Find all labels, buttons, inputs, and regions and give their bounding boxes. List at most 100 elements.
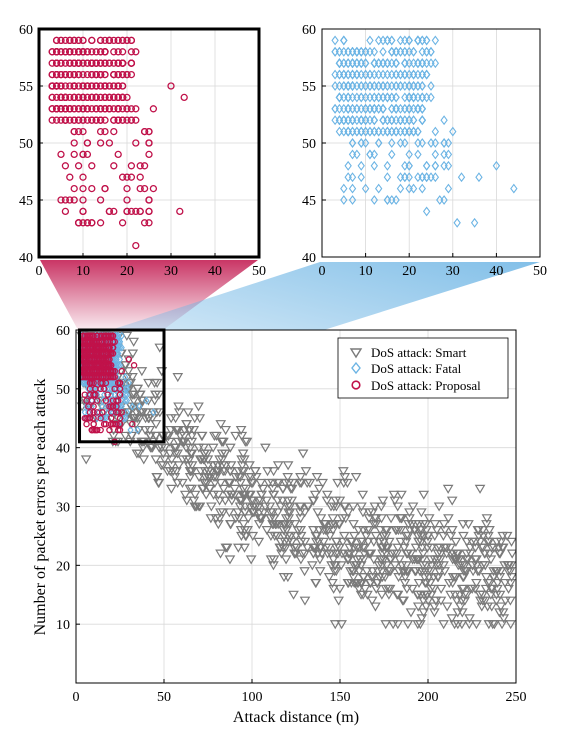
inset-proposal-point [70, 196, 78, 204]
smart-point [155, 461, 167, 471]
smart-point [463, 520, 474, 530]
inset-fatal-point [383, 172, 392, 183]
smart-point [378, 531, 389, 541]
smart-point [236, 431, 248, 441]
smart-point [186, 431, 198, 441]
inset-proposal-point [57, 82, 65, 90]
inset-proposal-point [74, 219, 83, 227]
smart-point [224, 508, 235, 518]
smart-point [219, 449, 231, 459]
smart-point [300, 467, 312, 477]
inset-fatal-ytick-label: 60 [302, 23, 316, 38]
smart-point [150, 431, 162, 441]
inset-proposal-xtick-label: 0 [36, 264, 43, 279]
smart-point [374, 525, 386, 536]
smart-point [189, 490, 201, 500]
smart-point [492, 578, 503, 589]
smart-point [198, 443, 209, 453]
smart-point [422, 537, 433, 547]
inset-proposal-point [105, 105, 114, 113]
smart-point [241, 437, 253, 447]
inset-fatal-point [335, 126, 344, 137]
inset-proposal-point [70, 82, 78, 90]
proposal-point [83, 397, 90, 404]
inset-fatal-point [422, 172, 431, 183]
inset-proposal-point [92, 70, 100, 79]
inset-proposal-point [96, 105, 105, 113]
proposal-point [109, 332, 117, 340]
smart-point [454, 590, 466, 600]
inset-proposal-point [74, 70, 83, 79]
inset-proposal-point [92, 48, 100, 56]
inset-fatal-point [388, 149, 396, 160]
inset-proposal-point [79, 93, 87, 102]
inset-fatal-point [370, 46, 379, 57]
smart-point [232, 543, 244, 553]
smart-point [313, 484, 325, 494]
smart-point [506, 549, 516, 559]
inset-fatal-point [440, 195, 448, 205]
inset-proposal-point [118, 70, 127, 79]
smart-point [173, 408, 185, 418]
proposal-point [100, 385, 108, 393]
smart-point [376, 590, 388, 600]
inset-proposal-point [127, 173, 136, 181]
smart-point [470, 543, 481, 553]
inset-fatal-point [401, 138, 409, 148]
inset-proposal-point [88, 59, 96, 67]
smart-point [380, 549, 392, 559]
inset-proposal-point [79, 105, 87, 113]
smart-point [151, 473, 162, 483]
smart-point [179, 490, 191, 500]
smart-point [405, 608, 417, 618]
inset-fatal-point [418, 58, 426, 69]
inset-proposal-point [57, 36, 65, 45]
smart-point [304, 478, 316, 489]
proposal-point [90, 344, 97, 351]
inset-fatal-point [409, 69, 418, 80]
inset-proposal-ytick-label: 55 [19, 80, 33, 95]
smart-point [194, 414, 206, 424]
inset-proposal-point [110, 127, 118, 136]
inset-proposal-point [101, 184, 109, 193]
smart-point [136, 408, 148, 418]
inset-proposal-point [136, 162, 144, 170]
proposal-point [97, 338, 104, 346]
smart-point [342, 478, 353, 489]
smart-point [348, 531, 360, 541]
inset-proposal-point [70, 36, 78, 45]
inset-proposal-point [96, 116, 105, 124]
smart-point [172, 478, 183, 489]
inset-proposal-point [101, 82, 109, 90]
smart-point [278, 573, 290, 583]
smart-point [354, 555, 366, 565]
proposal-point [100, 420, 108, 428]
smart-point [389, 561, 401, 571]
fatal-point [118, 343, 125, 352]
inset-fatal-point [396, 183, 405, 194]
proposal-point [111, 338, 118, 346]
inset-proposal-point [48, 82, 56, 90]
smart-point [368, 555, 380, 565]
smart-point [166, 484, 177, 494]
proposal-point [83, 373, 90, 381]
proposal-point [97, 356, 104, 363]
inset-proposal-point [79, 150, 87, 159]
smart-point [179, 437, 190, 447]
smart-point [400, 537, 412, 547]
smart-point [369, 502, 381, 512]
inset-fatal-point [414, 35, 422, 46]
inset-proposal-point [114, 59, 122, 67]
smart-point [235, 478, 246, 489]
fatal-point [83, 402, 90, 411]
inset-proposal-point [123, 173, 131, 181]
inset-proposal-point [92, 82, 100, 90]
smart-point [279, 520, 291, 530]
inset-proposal-point [79, 184, 87, 193]
inset-fatal-point [348, 115, 357, 126]
proposal-point [116, 391, 124, 398]
smart-point [385, 514, 397, 524]
smart-point [122, 373, 133, 383]
legend-item-fatal: DoS attack: Fatal [351, 361, 462, 376]
